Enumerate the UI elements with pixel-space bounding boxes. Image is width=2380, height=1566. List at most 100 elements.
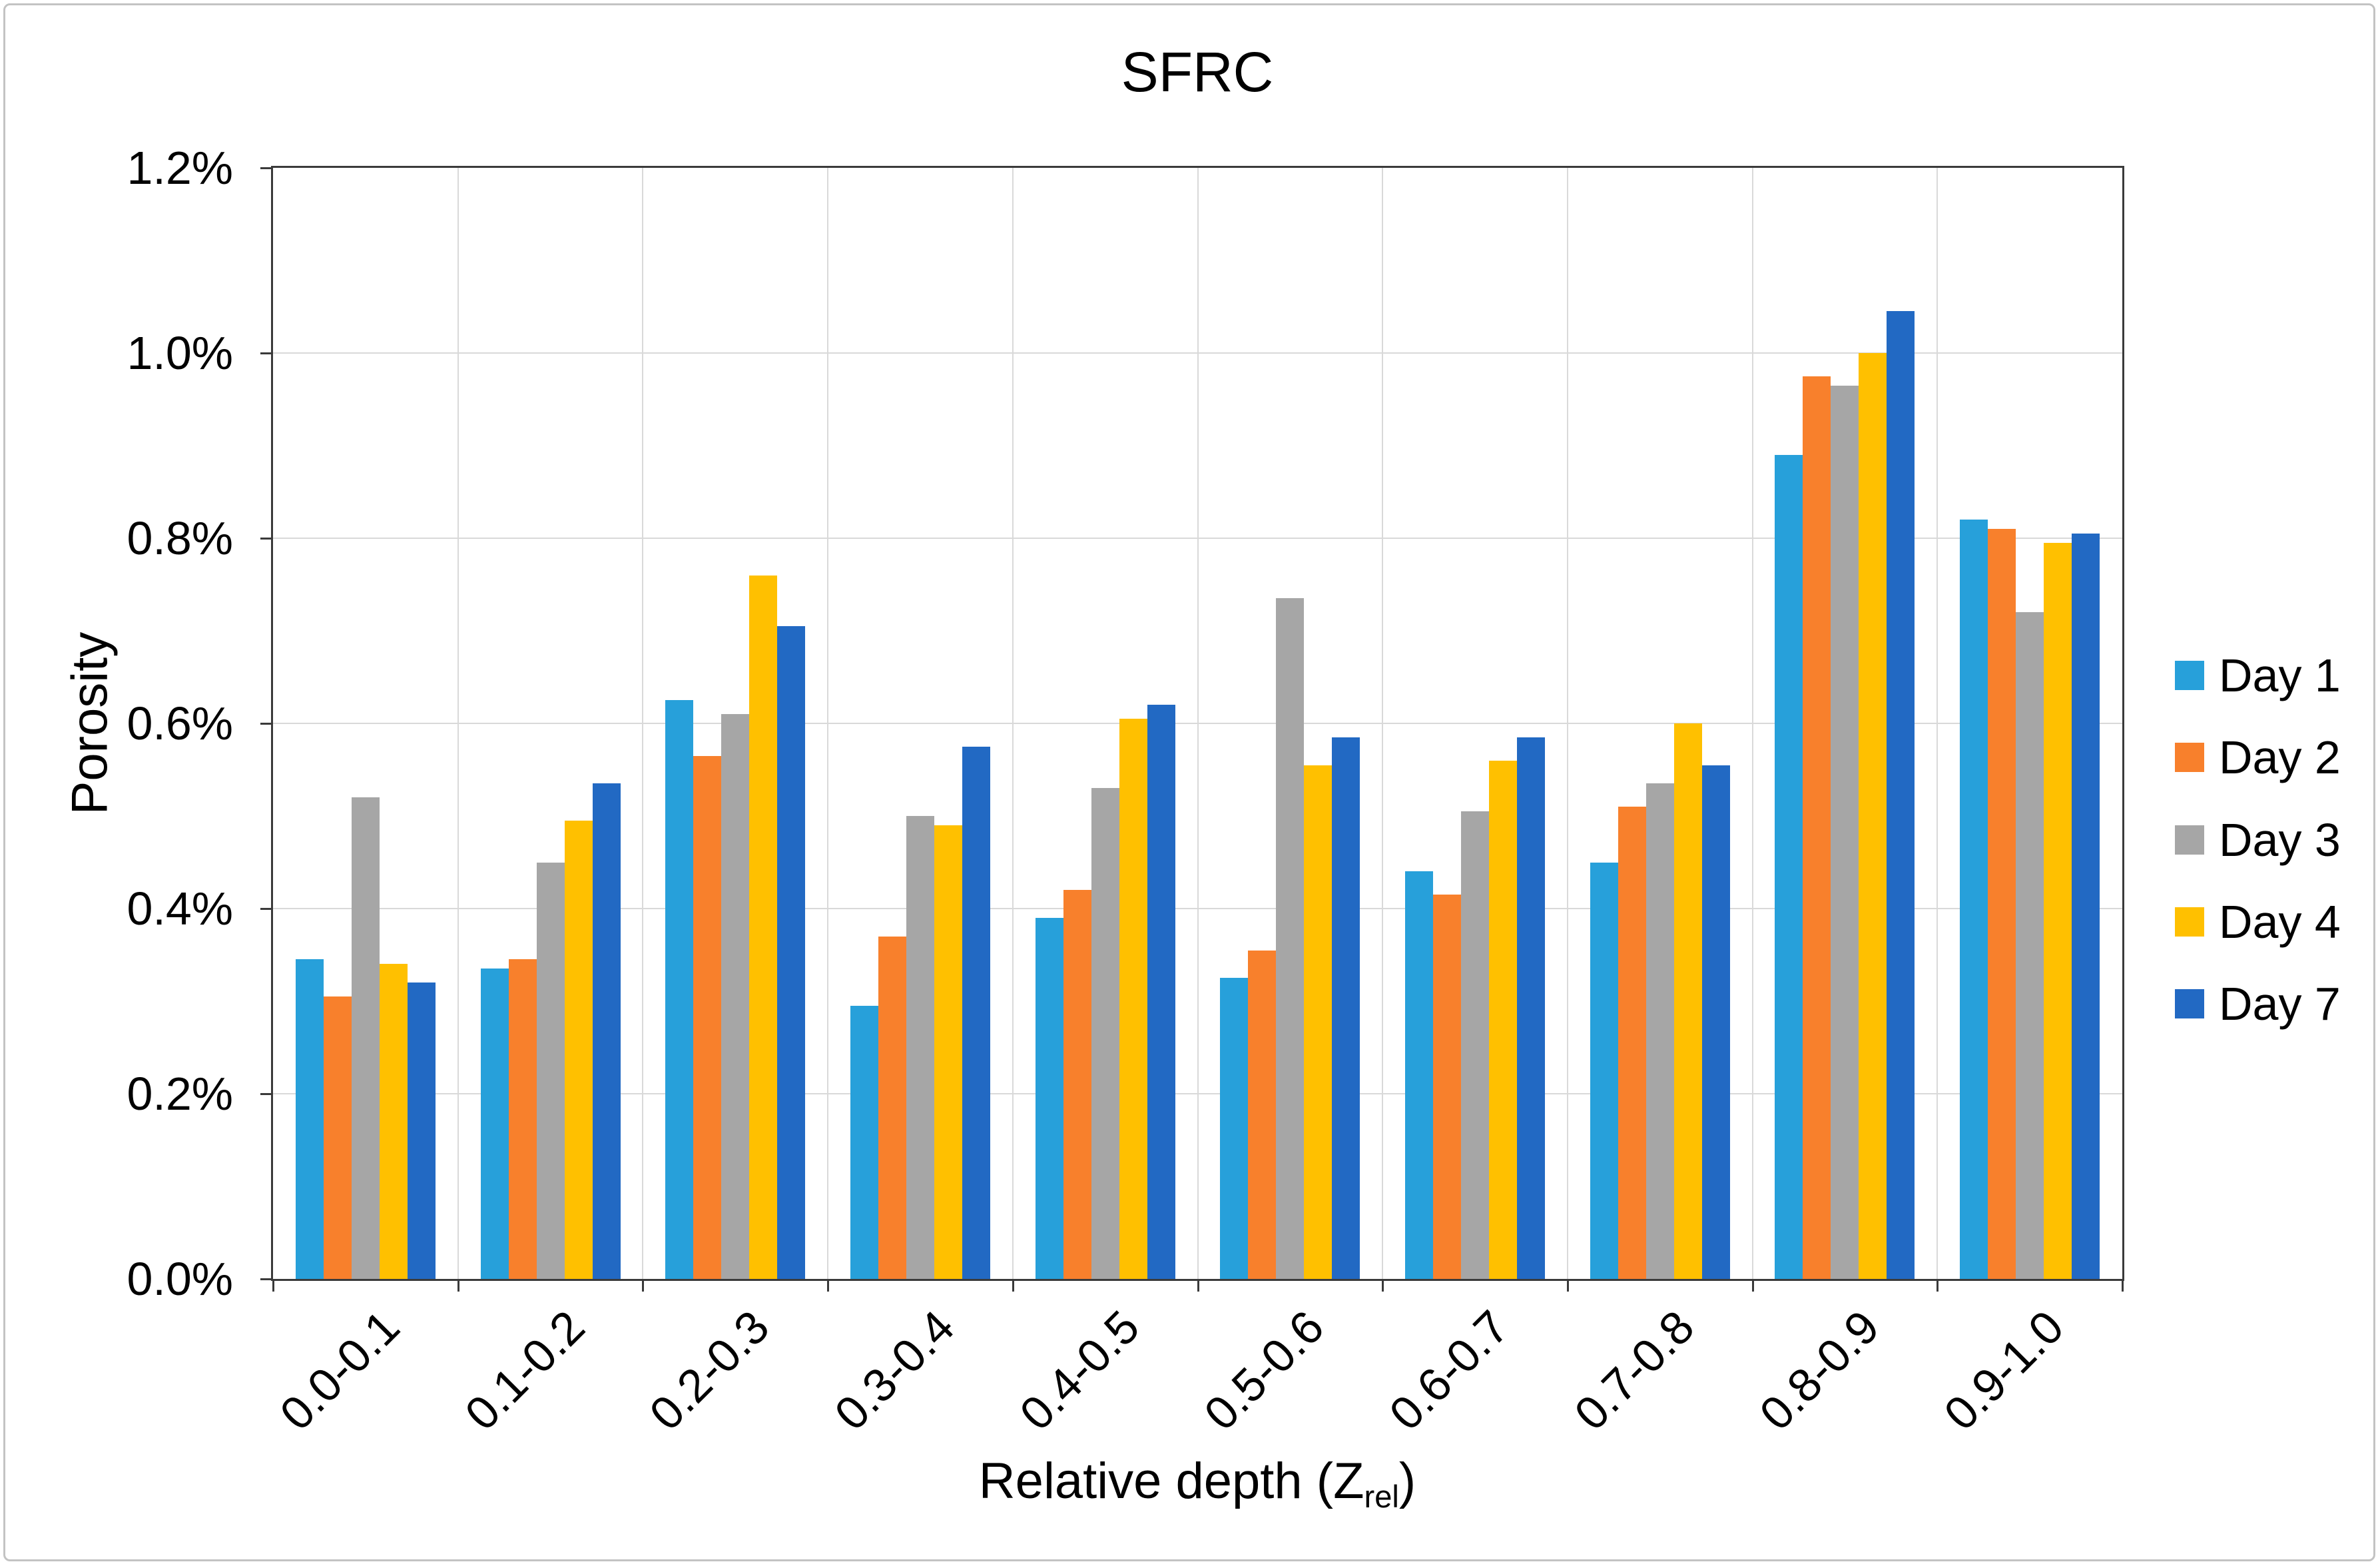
- x-tick: [642, 1281, 645, 1292]
- bar-day1-0.6-0.7: [1405, 871, 1434, 1279]
- legend-label: Day 3: [2219, 813, 2341, 866]
- bar-day7-0.4-0.5: [1147, 705, 1175, 1279]
- gridline-v: [1197, 168, 1199, 1279]
- x-tick: [1012, 1281, 1014, 1292]
- x-tick: [1197, 1281, 1199, 1292]
- legend-swatch-icon: [2175, 661, 2204, 690]
- y-tick: [260, 723, 271, 725]
- x-tick-label-0.3-0.4: 0.3-0.4: [824, 1300, 964, 1440]
- chart-title: SFRC: [1121, 41, 1274, 103]
- y-tick-label: 1.2%: [127, 142, 233, 194]
- x-axis-title-subscript: rel: [1364, 1479, 1399, 1515]
- bar-day1-0.5-0.6: [1220, 978, 1249, 1279]
- legend-label: Day 7: [2219, 978, 2341, 1030]
- x-tick-label-0.2-0.3: 0.2-0.3: [639, 1300, 779, 1440]
- x-axis-title-suffix: ): [1398, 1453, 1416, 1509]
- gridline-v: [827, 168, 829, 1279]
- x-tick: [827, 1281, 830, 1292]
- bar-day4-0.9-1.0: [2044, 542, 2072, 1279]
- x-tick: [1382, 1281, 1384, 1292]
- x-tick: [1566, 1281, 1569, 1292]
- y-tick-label: 0.8%: [127, 512, 233, 564]
- bar-day7-0.9-1.0: [2072, 534, 2100, 1279]
- bar-day7-0.0-0.1: [407, 982, 436, 1279]
- bar-day2-0.1-0.2: [508, 959, 537, 1279]
- bar-day7-0.2-0.3: [777, 626, 806, 1279]
- x-tick: [457, 1281, 459, 1292]
- y-tick-label: 1.0%: [127, 327, 233, 379]
- bar-day2-0.0-0.1: [323, 996, 352, 1279]
- x-tick-label-0.5-0.6: 0.5-0.6: [1194, 1300, 1335, 1440]
- bar-day3-0.4-0.5: [1091, 788, 1119, 1279]
- y-tick: [260, 1278, 271, 1280]
- legend-item-day2: Day 2: [2175, 733, 2341, 781]
- bar-day7-0.3-0.4: [962, 746, 990, 1279]
- bar-day2-0.9-1.0: [1988, 529, 2016, 1279]
- bar-day1-0.9-1.0: [1960, 520, 1988, 1279]
- y-tick: [260, 908, 271, 910]
- x-axis-title: Relative depth (Zrel): [979, 1452, 1416, 1515]
- plot-area: [273, 168, 2122, 1279]
- bar-day3-0.0-0.1: [351, 797, 380, 1279]
- bar-day3-0.1-0.2: [536, 862, 565, 1279]
- y-tick-label: 0.2%: [127, 1068, 233, 1120]
- bar-day1-0.0-0.1: [295, 959, 324, 1279]
- legend-swatch-icon: [2175, 907, 2204, 937]
- x-tick-label-0.0-0.1: 0.0-0.1: [270, 1300, 410, 1440]
- bar-day4-0.8-0.9: [1859, 353, 1887, 1279]
- bar-day7-0.5-0.6: [1332, 737, 1360, 1279]
- legend-item-day7: Day 7: [2175, 980, 2341, 1028]
- bar-day3-0.7-0.8: [1645, 783, 1674, 1279]
- x-tick: [1751, 1281, 1754, 1292]
- bar-day3-0.6-0.7: [1461, 811, 1490, 1279]
- x-tick-label-0.6-0.7: 0.6-0.7: [1379, 1300, 1519, 1440]
- bar-day2-0.3-0.4: [878, 936, 906, 1279]
- y-tick: [260, 538, 271, 540]
- bar-day1-0.1-0.2: [480, 969, 509, 1279]
- gridline-v: [1382, 168, 1384, 1279]
- x-tick-label-0.1-0.2: 0.1-0.2: [455, 1300, 595, 1440]
- bar-day1-0.3-0.4: [850, 1005, 878, 1279]
- bar-day1-0.2-0.3: [665, 700, 694, 1279]
- bar-day2-0.5-0.6: [1248, 950, 1277, 1279]
- bar-day3-0.3-0.4: [906, 816, 934, 1279]
- y-tick: [260, 1093, 271, 1095]
- bar-day7-0.7-0.8: [1701, 765, 1730, 1279]
- gridline-v: [1566, 168, 1568, 1279]
- x-tick-label-0.4-0.5: 0.4-0.5: [1010, 1300, 1149, 1440]
- bar-day2-0.7-0.8: [1618, 807, 1646, 1279]
- bar-day4-0.1-0.2: [564, 820, 593, 1279]
- bar-day1-0.8-0.9: [1775, 454, 1803, 1279]
- bar-day4-0.3-0.4: [934, 825, 962, 1279]
- x-tick-label-0.7-0.8: 0.7-0.8: [1564, 1300, 1704, 1440]
- x-tick-label-0.8-0.9: 0.8-0.9: [1749, 1300, 1889, 1440]
- bar-day4-0.6-0.7: [1489, 760, 1518, 1279]
- bar-day3-0.8-0.9: [1831, 385, 1859, 1279]
- legend-swatch-icon: [2175, 825, 2204, 855]
- bar-day7-0.8-0.9: [1887, 311, 1915, 1279]
- legend-label: Day 4: [2219, 895, 2341, 948]
- gridline-v: [1012, 168, 1014, 1279]
- y-tick: [260, 167, 271, 169]
- bar-day4-0.5-0.6: [1304, 765, 1333, 1279]
- bar-day3-0.5-0.6: [1276, 598, 1305, 1279]
- x-tick-label-0.9-1.0: 0.9-1.0: [1934, 1300, 2074, 1440]
- bar-day7-0.6-0.7: [1517, 737, 1546, 1279]
- bar-day3-0.2-0.3: [721, 714, 750, 1279]
- legend-swatch-icon: [2175, 743, 2204, 773]
- y-tick: [260, 352, 271, 354]
- bar-day4-0.0-0.1: [379, 964, 408, 1279]
- gridline-v: [457, 168, 459, 1279]
- bar-day4-0.7-0.8: [1673, 723, 1702, 1279]
- bar-day1-0.7-0.8: [1590, 862, 1618, 1279]
- gridline-v: [1936, 168, 1938, 1279]
- legend-item-day3: Day 3: [2175, 816, 2341, 864]
- x-tick: [272, 1281, 274, 1292]
- x-axis-title-text: Relative depth (Z: [978, 1453, 1364, 1509]
- legend-swatch-icon: [2175, 989, 2204, 1018]
- bar-day4-0.4-0.5: [1119, 719, 1147, 1279]
- legend-label: Day 1: [2219, 649, 2341, 701]
- bar-day7-0.1-0.2: [592, 783, 621, 1279]
- y-tick-label: 0.4%: [127, 883, 233, 935]
